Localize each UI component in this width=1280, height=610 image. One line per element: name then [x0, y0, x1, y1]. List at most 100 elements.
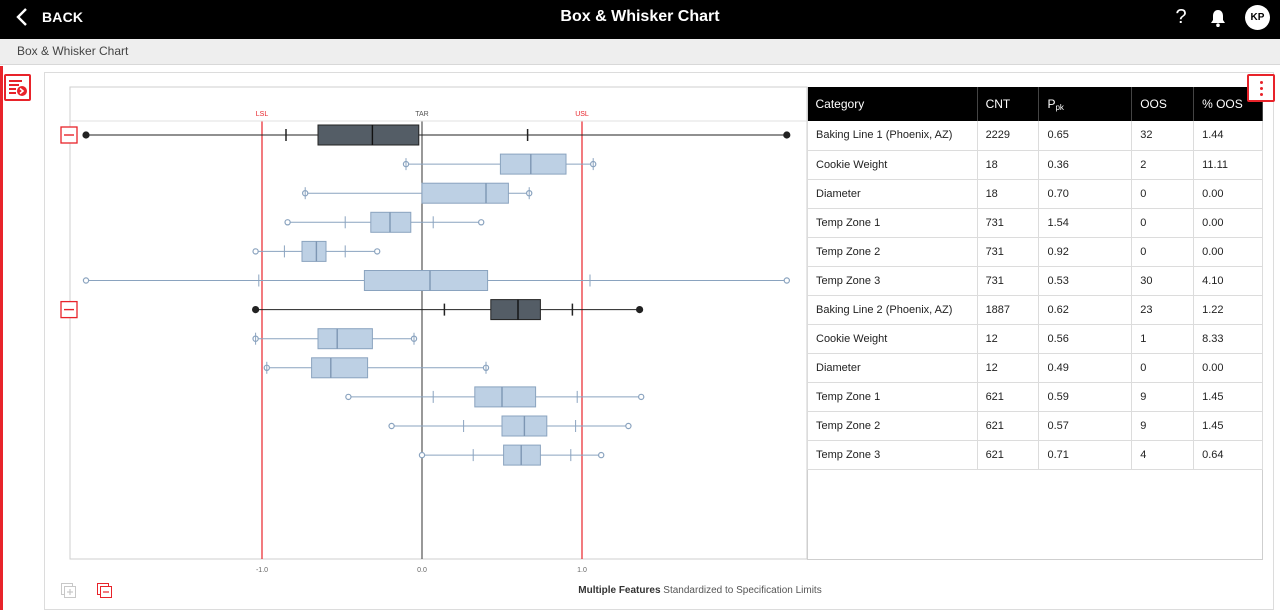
cell-cnt: 731 — [977, 208, 1040, 238]
cell-oos: 0 — [1131, 179, 1195, 209]
iqr-box — [370, 211, 412, 233]
chevron-left-icon — [16, 8, 27, 26]
whisker-max-point — [638, 393, 645, 401]
cell-pct-oos: 11.11 — [1193, 150, 1263, 180]
iqr-box — [503, 444, 541, 466]
whisker-max-point — [625, 422, 632, 430]
cell-ppk: 0.71 — [1038, 440, 1133, 470]
table-row[interactable]: Cookie Weight 12 0.56 1 8.33 — [807, 324, 1263, 354]
table-row[interactable]: Diameter 12 0.49 0 0.00 — [807, 353, 1263, 383]
table-row[interactable]: Temp Zone 3 621 0.71 4 0.64 — [807, 440, 1263, 470]
iqr-box — [474, 386, 537, 408]
cell-oos: 9 — [1131, 382, 1195, 412]
cell-pct-oos: 1.45 — [1193, 382, 1263, 412]
whisker-min-point — [284, 219, 291, 226]
vertical-dots-icon — [1260, 93, 1263, 96]
cell-pct-oos: 1.22 — [1193, 295, 1263, 325]
iqr-box — [490, 299, 541, 321]
reference-line-label: USL — [575, 111, 589, 118]
cell-pct-oos: 1.44 — [1193, 121, 1263, 151]
cell-ppk: 0.92 — [1038, 237, 1133, 267]
cell-category: Cookie Weight — [807, 324, 978, 354]
col-header-oos[interactable]: OOS — [1131, 87, 1195, 121]
reference-line-label: LSL — [256, 111, 269, 118]
x-tick-label: 1.0 — [577, 567, 587, 574]
table-row[interactable]: Cookie Weight 18 0.36 2 11.11 — [807, 150, 1263, 180]
cell-oos: 4 — [1131, 440, 1195, 470]
iqr-box — [317, 328, 373, 350]
list-arrow-icon — [9, 80, 27, 96]
col-header-category[interactable]: Category — [807, 87, 978, 121]
cell-category: Temp Zone 2 — [807, 411, 978, 441]
x-tick-label: -1.0 — [256, 567, 268, 574]
table-row[interactable]: Temp Zone 1 621 0.59 9 1.45 — [807, 382, 1263, 412]
cell-ppk: 0.56 — [1038, 324, 1133, 354]
chart-caption: Multiple Features Standardized to Specif… — [520, 585, 880, 596]
table-row[interactable]: Baking Line 1 (Phoenix, AZ) 2229 0.65 32 1.4… — [807, 121, 1263, 151]
bell-icon[interactable] — [1208, 8, 1228, 28]
cell-cnt: 1887 — [977, 295, 1040, 325]
cell-oos: 23 — [1131, 295, 1195, 325]
whisker-max-point — [598, 451, 605, 459]
table-row[interactable]: Diameter 18 0.70 0 0.00 — [807, 179, 1263, 209]
whisker-max-point — [783, 131, 791, 139]
whisker-min-point — [418, 451, 426, 459]
col-header-cnt[interactable]: CNT — [977, 87, 1040, 121]
whisker-max-point — [635, 306, 644, 314]
expand-all-icon[interactable] — [60, 582, 77, 599]
cell-pct-oos: 0.00 — [1193, 353, 1263, 383]
cell-ppk: 1.54 — [1038, 208, 1133, 238]
x-tick-label: 0.0 — [417, 567, 427, 574]
table-row[interactable]: Temp Zone 3 731 0.53 30 4.10 — [807, 266, 1263, 296]
question-icon[interactable]: ? — [1175, 6, 1187, 28]
ppk-label: P — [1047, 96, 1056, 111]
back-label: BACK — [42, 9, 84, 25]
cell-ppk: 0.57 — [1038, 411, 1133, 441]
cell-cnt: 2229 — [977, 121, 1040, 151]
cell-pct-oos: 0.00 — [1193, 237, 1263, 267]
col-header-ppk[interactable]: Ppk — [1038, 87, 1133, 121]
cell-category: Baking Line 2 (Phoenix, AZ) — [807, 295, 978, 325]
caption-bold: Multiple Features — [578, 585, 661, 596]
whisker-min-point — [388, 422, 395, 430]
vertical-dots-icon — [1260, 87, 1263, 90]
table-row[interactable]: Baking Line 2 (Phoenix, AZ) 1887 0.62 23 1.2… — [807, 295, 1263, 325]
stats-table: Category CNT Ppk OOS % OOS Baking Line 1… — [807, 87, 1263, 470]
iqr-box — [301, 240, 327, 262]
rail-toggle-button[interactable] — [4, 74, 31, 101]
table-row[interactable]: Temp Zone 2 731 0.92 0 0.00 — [807, 237, 1263, 267]
cell-pct-oos: 0.64 — [1193, 440, 1263, 470]
cell-pct-oos: 4.10 — [1193, 266, 1263, 296]
cell-ppk: 0.36 — [1038, 150, 1133, 180]
more-options-button[interactable] — [1247, 74, 1275, 102]
back-button[interactable]: BACK — [14, 0, 83, 34]
cell-category: Diameter — [807, 179, 978, 209]
cell-ppk: 0.49 — [1038, 353, 1133, 383]
left-rail — [0, 66, 3, 610]
table-row[interactable]: Temp Zone 1 731 1.54 0 0.00 — [807, 208, 1263, 238]
whisker-max-point — [783, 277, 791, 284]
breadcrumb-item: Box & Whisker Chart — [17, 44, 129, 58]
cell-cnt: 18 — [977, 150, 1040, 180]
table-row[interactable]: Temp Zone 2 621 0.57 9 1.45 — [807, 411, 1263, 441]
iqr-box — [363, 270, 489, 291]
cell-oos: 1 — [1131, 324, 1195, 354]
whisker-min-point — [82, 131, 90, 139]
cell-cnt: 12 — [977, 353, 1040, 383]
cell-ppk: 0.70 — [1038, 179, 1133, 209]
table-header-row: Category CNT Ppk OOS % OOS — [807, 87, 1263, 121]
collapse-all-icon[interactable] — [96, 582, 113, 599]
cell-cnt: 621 — [977, 440, 1040, 470]
cell-pct-oos: 8.33 — [1193, 324, 1263, 354]
cell-oos: 2 — [1131, 150, 1195, 180]
whisker-max-point — [478, 219, 485, 226]
stats-table-panel: Category CNT Ppk OOS % OOS Baking Line 1… — [807, 87, 1263, 560]
cell-cnt: 18 — [977, 179, 1040, 209]
cell-oos: 0 — [1131, 237, 1195, 267]
breadcrumb: Box & Whisker Chart — [0, 39, 1280, 65]
iqr-box — [317, 124, 420, 146]
cell-oos: 9 — [1131, 411, 1195, 441]
cell-category: Baking Line 1 (Phoenix, AZ) — [807, 121, 978, 151]
avatar[interactable]: KP — [1245, 5, 1270, 30]
